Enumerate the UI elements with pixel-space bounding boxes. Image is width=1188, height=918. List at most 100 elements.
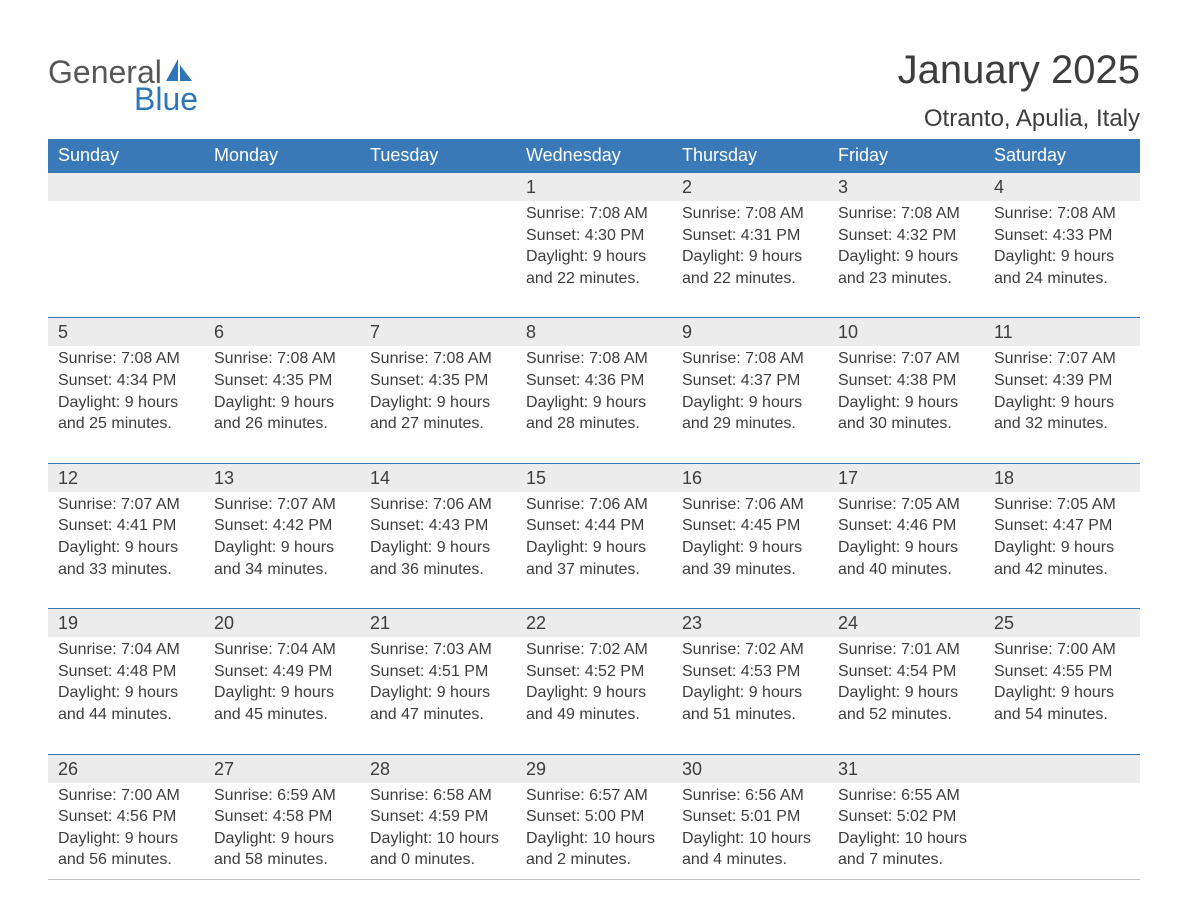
sunrise-text: Sunrise: 7:04 AM [214,639,350,661]
sunrise-text: Sunrise: 6:59 AM [214,785,350,807]
sunrise-text: Sunrise: 7:06 AM [682,494,818,516]
daylight-text: Daylight: 9 hours and 22 minutes. [682,246,818,289]
daylight-text: Daylight: 9 hours and 23 minutes. [838,246,974,289]
day-number: 31 [828,754,984,783]
sunset-text: Sunset: 4:54 PM [838,661,974,683]
daylight-text: Daylight: 9 hours and 44 minutes. [58,682,194,725]
sunrise-text: Sunrise: 7:01 AM [838,639,974,661]
daylight-text: Daylight: 9 hours and 34 minutes. [214,537,350,580]
day-number: 14 [360,463,516,492]
day-number: 10 [828,318,984,347]
day-detail: Sunrise: 7:01 AMSunset: 4:54 PMDaylight:… [828,637,984,754]
sunset-text: Sunset: 5:00 PM [526,806,662,828]
day-number: 4 [984,173,1140,202]
daylight-text: Daylight: 9 hours and 29 minutes. [682,392,818,435]
week-detail-row: Sunrise: 7:08 AMSunset: 4:34 PMDaylight:… [48,346,1140,463]
week-detail-row: Sunrise: 7:08 AMSunset: 4:30 PMDaylight:… [48,201,1140,318]
daylight-text: Daylight: 9 hours and 42 minutes. [994,537,1130,580]
day-detail: Sunrise: 7:02 AMSunset: 4:52 PMDaylight:… [516,637,672,754]
sunrise-text: Sunrise: 7:04 AM [58,639,194,661]
sunset-text: Sunset: 4:33 PM [994,225,1130,247]
day-detail: Sunrise: 7:08 AMSunset: 4:35 PMDaylight:… [360,346,516,463]
weekday-header: Wednesday [516,139,672,173]
day-number: 25 [984,609,1140,638]
sunrise-text: Sunrise: 7:05 AM [994,494,1130,516]
day-detail: Sunrise: 7:07 AMSunset: 4:41 PMDaylight:… [48,492,204,609]
day-detail: Sunrise: 7:02 AMSunset: 4:53 PMDaylight:… [672,637,828,754]
day-number: 3 [828,173,984,202]
location-subtitle: Otranto, Apulia, Italy [898,105,1140,133]
sunset-text: Sunset: 4:36 PM [526,370,662,392]
sunset-text: Sunset: 5:01 PM [682,806,818,828]
day-number [360,173,516,202]
sunrise-text: Sunrise: 7:02 AM [682,639,818,661]
sunset-text: Sunset: 4:52 PM [526,661,662,683]
sunset-text: Sunset: 5:02 PM [838,806,974,828]
day-number: 24 [828,609,984,638]
daylight-text: Daylight: 9 hours and 51 minutes. [682,682,818,725]
brand-word2: Blue [134,81,198,118]
sunrise-text: Sunrise: 7:08 AM [370,348,506,370]
day-number: 26 [48,754,204,783]
day-detail: Sunrise: 7:08 AMSunset: 4:32 PMDaylight:… [828,201,984,318]
sunrise-text: Sunrise: 7:08 AM [682,203,818,225]
day-number: 23 [672,609,828,638]
week-daynum-row: 1234 [48,173,1140,202]
day-detail: Sunrise: 7:08 AMSunset: 4:36 PMDaylight:… [516,346,672,463]
day-number: 29 [516,754,672,783]
title-block: January 2025 Otranto, Apulia, Italy [898,48,1140,133]
daylight-text: Daylight: 9 hours and 22 minutes. [526,246,662,289]
weekday-header: Sunday [48,139,204,173]
sunset-text: Sunset: 4:49 PM [214,661,350,683]
day-number: 9 [672,318,828,347]
sunrise-text: Sunrise: 7:06 AM [370,494,506,516]
daylight-text: Daylight: 9 hours and 36 minutes. [370,537,506,580]
week-daynum-row: 262728293031 [48,754,1140,783]
day-detail [48,201,204,318]
sunrise-text: Sunrise: 6:56 AM [682,785,818,807]
sunrise-text: Sunrise: 7:07 AM [838,348,974,370]
sunrise-text: Sunrise: 6:57 AM [526,785,662,807]
sunrise-text: Sunrise: 7:02 AM [526,639,662,661]
weekday-header: Saturday [984,139,1140,173]
day-number: 27 [204,754,360,783]
daylight-text: Daylight: 9 hours and 45 minutes. [214,682,350,725]
daylight-text: Daylight: 10 hours and 4 minutes. [682,828,818,871]
sunset-text: Sunset: 4:55 PM [994,661,1130,683]
day-detail [204,201,360,318]
sunset-text: Sunset: 4:35 PM [214,370,350,392]
day-number: 18 [984,463,1140,492]
day-number: 16 [672,463,828,492]
sunset-text: Sunset: 4:46 PM [838,515,974,537]
day-detail: Sunrise: 7:08 AMSunset: 4:37 PMDaylight:… [672,346,828,463]
weekday-header: Thursday [672,139,828,173]
header: General Blue January 2025 Otranto, Apuli… [48,48,1140,133]
day-number: 12 [48,463,204,492]
sunset-text: Sunset: 4:53 PM [682,661,818,683]
daylight-text: Daylight: 9 hours and 33 minutes. [58,537,194,580]
daylight-text: Daylight: 9 hours and 37 minutes. [526,537,662,580]
sunrise-text: Sunrise: 7:07 AM [994,348,1130,370]
sunrise-text: Sunrise: 7:08 AM [994,203,1130,225]
sunset-text: Sunset: 4:30 PM [526,225,662,247]
brand-logo: General Blue [48,54,198,118]
weekday-header: Monday [204,139,360,173]
daylight-text: Daylight: 9 hours and 32 minutes. [994,392,1130,435]
day-detail: Sunrise: 6:59 AMSunset: 4:58 PMDaylight:… [204,783,360,880]
sunrise-text: Sunrise: 7:08 AM [214,348,350,370]
day-number: 21 [360,609,516,638]
day-detail: Sunrise: 7:07 AMSunset: 4:38 PMDaylight:… [828,346,984,463]
day-detail: Sunrise: 7:04 AMSunset: 4:48 PMDaylight:… [48,637,204,754]
daylight-text: Daylight: 10 hours and 2 minutes. [526,828,662,871]
daylight-text: Daylight: 9 hours and 40 minutes. [838,537,974,580]
sunset-text: Sunset: 4:42 PM [214,515,350,537]
sunrise-text: Sunrise: 6:55 AM [838,785,974,807]
sunset-text: Sunset: 4:48 PM [58,661,194,683]
day-number: 11 [984,318,1140,347]
day-number: 22 [516,609,672,638]
day-detail: Sunrise: 7:08 AMSunset: 4:31 PMDaylight:… [672,201,828,318]
day-detail: Sunrise: 6:57 AMSunset: 5:00 PMDaylight:… [516,783,672,880]
sunrise-text: Sunrise: 7:08 AM [526,348,662,370]
daylight-text: Daylight: 9 hours and 24 minutes. [994,246,1130,289]
day-detail: Sunrise: 7:07 AMSunset: 4:39 PMDaylight:… [984,346,1140,463]
